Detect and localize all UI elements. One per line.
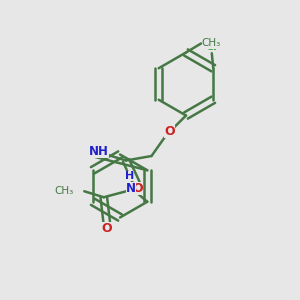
Text: N: N	[126, 182, 136, 195]
Text: O: O	[164, 125, 175, 139]
Text: O: O	[133, 182, 143, 195]
Text: Cl: Cl	[206, 42, 218, 52]
Text: O: O	[101, 222, 112, 235]
Text: H: H	[125, 171, 134, 181]
Text: NH: NH	[89, 145, 109, 158]
Text: CH₃: CH₃	[202, 38, 221, 49]
Text: CH₃: CH₃	[55, 186, 74, 196]
